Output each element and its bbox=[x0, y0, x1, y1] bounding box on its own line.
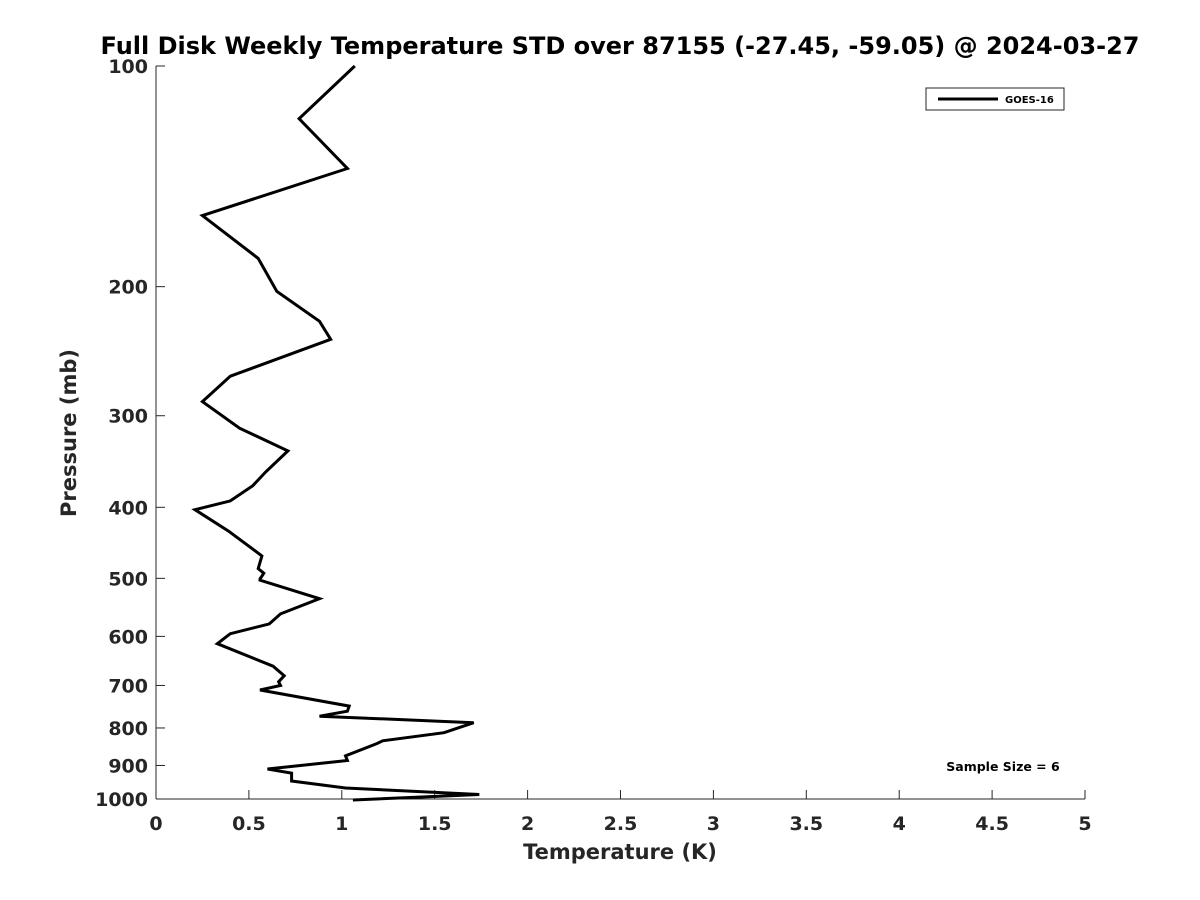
y-tick-label: 800 bbox=[108, 718, 148, 740]
y-tick-label: 100 bbox=[108, 56, 148, 78]
x-axis-label: Temperature (K) bbox=[523, 840, 717, 864]
y-tick-label: 500 bbox=[108, 568, 148, 590]
y-tick-label: 700 bbox=[108, 675, 148, 697]
x-tick-label: 2 bbox=[521, 813, 534, 835]
series-line-goes-16 bbox=[191, 64, 480, 802]
x-tick-label: 5 bbox=[1078, 813, 1091, 835]
chart-title: Full Disk Weekly Temperature STD over 87… bbox=[101, 32, 1140, 60]
x-tick-label: 0.5 bbox=[232, 813, 266, 835]
y-axis-ticks: 100 200 300 400 500 600 700 800 900 1000 bbox=[95, 56, 165, 811]
y-tick-label: 400 bbox=[108, 497, 148, 519]
y-tick-label: 300 bbox=[108, 406, 148, 428]
x-tick-label: 2.5 bbox=[604, 813, 638, 835]
sample-size-annotation: Sample Size = 6 bbox=[946, 759, 1060, 774]
y-tick-label: 900 bbox=[108, 755, 148, 777]
x-tick-label: 1 bbox=[335, 813, 348, 835]
x-tick-label: 4.5 bbox=[975, 813, 1009, 835]
y-axis-label: Pressure (mb) bbox=[57, 349, 81, 517]
legend-label-goes-16: GOES-16 bbox=[1005, 95, 1054, 106]
x-tick-label: 0 bbox=[149, 813, 162, 835]
legend: GOES-16 bbox=[925, 87, 1065, 111]
x-axis-ticks: 0 0.5 1 1.5 2 2.5 3 3.5 4 4.5 5 bbox=[149, 790, 1092, 835]
x-tick-label: 3.5 bbox=[789, 813, 823, 835]
y-tick-label: 600 bbox=[108, 626, 148, 648]
y-tick-label: 200 bbox=[108, 277, 148, 299]
y-tick-label: 1000 bbox=[95, 789, 148, 811]
x-tick-label: 1.5 bbox=[418, 813, 452, 835]
x-tick-label: 4 bbox=[893, 813, 906, 835]
x-tick-label: 3 bbox=[707, 813, 720, 835]
